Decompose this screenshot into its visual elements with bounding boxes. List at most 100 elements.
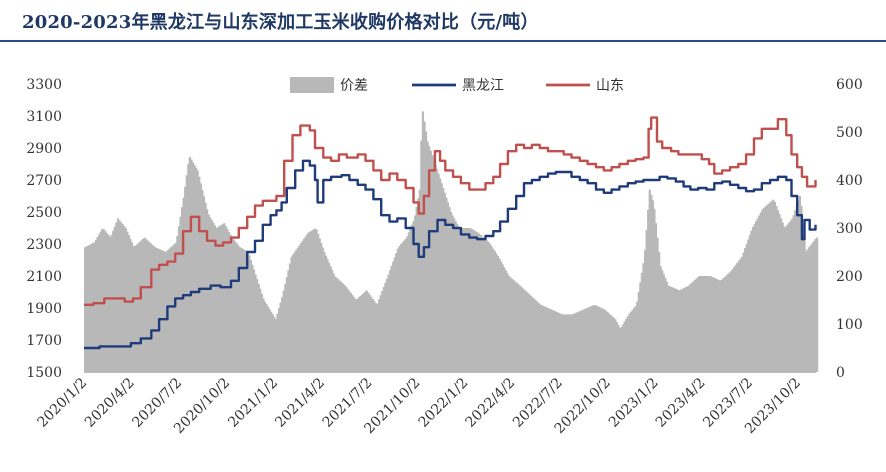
spread-bar [315,229,318,372]
spread-bar [587,307,590,372]
spread-bar [645,229,648,372]
spread-bar [281,297,284,372]
spread-bar [345,286,348,372]
x-tick-label: 2020/4/2 [82,375,138,431]
spread-bar [363,291,367,372]
x-tick-label: 2022/1/2 [416,375,472,431]
spread-bar [213,225,217,372]
spread-bar [445,197,448,372]
x-tick-label: 2023/4/2 [653,375,709,431]
spread-bar [667,285,670,372]
spread-bar [695,278,698,372]
spread-bar [714,278,717,372]
spread-bar [313,228,317,372]
spread-bar [545,307,548,372]
spread-bar [149,243,152,372]
spread-bar [348,291,351,372]
spread-bar [437,173,440,372]
spread-bar [146,240,149,372]
spread-bar [221,224,224,372]
spread-bar [415,206,418,372]
spread-bar [334,276,337,372]
spread-bar [661,270,664,372]
spread-bar [256,279,259,372]
spread-bar [277,308,281,372]
spread-bar [206,209,209,372]
spread-bar [368,294,371,372]
spread-bar [617,324,620,372]
spread-bar [450,212,453,372]
spread-bar [412,220,415,372]
spread-bar [374,303,378,372]
spread-bar [171,245,174,372]
x-axis: 2020/1/22020/4/22020/7/22020/10/22021/1/… [35,372,816,437]
x-tick-label: 2022/4/2 [463,375,519,431]
spread-bar [532,298,536,372]
spread-bar [581,310,584,372]
spread-bar [715,279,719,372]
spread-bar [360,294,364,372]
spread-bar [572,314,575,372]
spread-bar [401,242,404,372]
spread-bar [607,313,611,372]
spread-bar [770,201,773,372]
spread-bar [207,214,210,372]
spread-bar [509,277,512,372]
spread-bar [251,264,254,372]
spread-bar [733,267,736,372]
spread-bar [453,218,456,372]
spread-bar [797,200,800,372]
spread-bar [778,214,781,372]
spread-bar [745,243,748,372]
spread-bar [633,308,636,372]
spread-bar [470,228,473,372]
spread-bar [231,237,234,372]
spread-bar [593,305,597,372]
spread-bar [719,280,722,372]
spread-bar [747,239,750,372]
spread-bar [210,219,213,372]
spread-bar [306,234,309,372]
spread-bar [212,222,215,372]
spread-bar [371,299,374,372]
spread-bar [579,310,583,372]
spread-bar [698,276,701,372]
spread-bar [378,299,381,372]
spread-bar [96,237,99,372]
spread-bar [418,189,421,372]
spread-bar [584,308,587,372]
right-tick-label: 200 [836,269,863,285]
spread-bar [537,302,540,372]
spread-bar [656,237,659,372]
spread-bar [143,237,146,372]
spread-bar [801,223,805,372]
spread-bar [546,308,550,372]
spread-bar [731,269,734,372]
spread-bar [439,178,442,372]
spread-bar [191,162,195,372]
spread-bar [292,254,295,372]
spread-bar [282,290,285,372]
spread-bar [188,156,191,372]
spread-bar [429,150,432,372]
spread-bar [252,269,256,372]
spread-bar [748,235,751,372]
spread-bar [129,238,132,372]
spread-bar [321,247,324,372]
left-tick-label: 2100 [26,269,62,285]
spread-bar [431,155,434,372]
spread-bar [285,277,288,372]
spread-bar [130,242,134,372]
spread-bar [642,263,645,372]
spread-bar [803,240,806,372]
spread-bar [492,248,495,372]
spread-bar [307,232,310,372]
spread-bar [109,236,112,372]
spread-bar [506,273,509,372]
spread-bar [511,278,514,372]
spread-bar [456,224,459,372]
spread-bar [399,244,403,372]
spread-bar [518,285,522,372]
spread-bar [628,313,631,372]
spread-bar [195,167,198,372]
